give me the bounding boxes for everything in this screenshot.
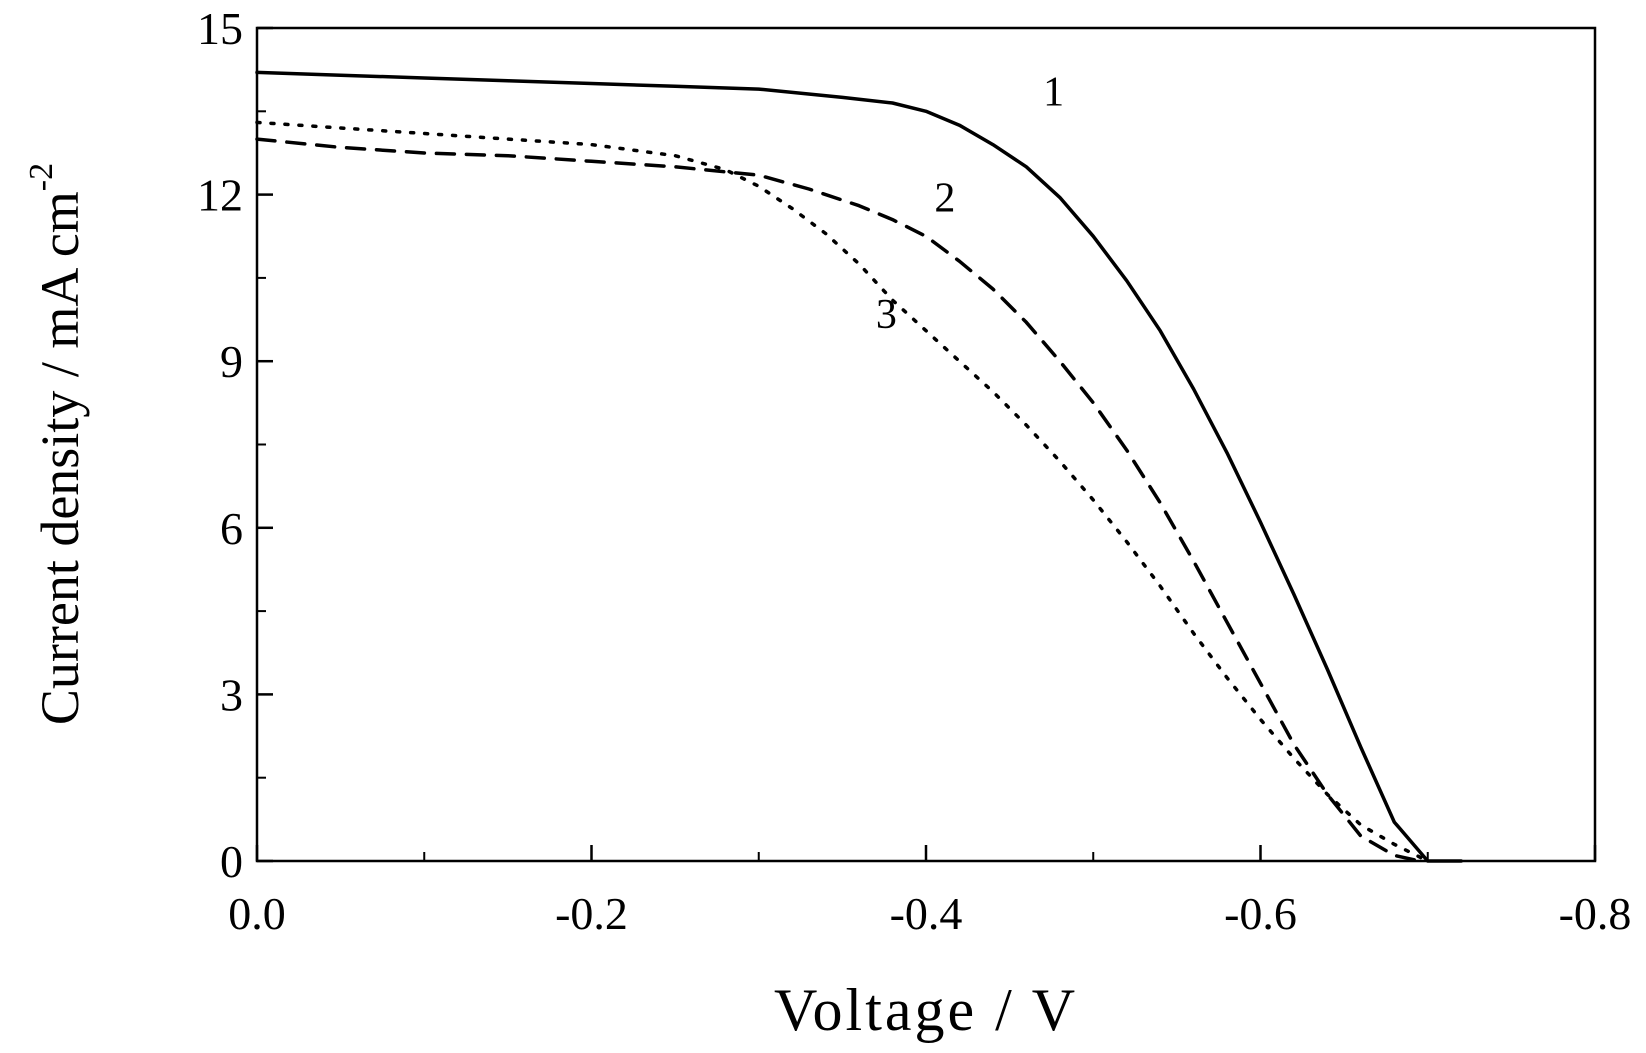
series-2-label: 2 [934, 175, 955, 221]
y-axis-label-main: Current density / mA cm [30, 191, 90, 725]
y-tick-label: 9 [220, 336, 243, 387]
x-tick-label: 0.0 [228, 888, 286, 939]
curve-labels: 1 2 3 [876, 70, 1064, 338]
x-tick-label: -0.8 [1559, 888, 1632, 939]
series-2-line [257, 139, 1419, 861]
x-tick-label: -0.6 [1224, 888, 1297, 939]
y-axis-label: Current density / mA cm-2 [23, 163, 90, 725]
y-axis-label-superscript: -2 [23, 163, 60, 191]
axes: 0.0-0.2-0.4-0.6-0.803691215 [197, 3, 1631, 939]
plot-frame [257, 28, 1595, 861]
x-axis-label: Voltage / V [774, 977, 1078, 1043]
y-tick-label: 3 [220, 669, 243, 720]
series-1-label: 1 [1043, 70, 1064, 116]
series-3-line [257, 122, 1428, 861]
plot-area [257, 28, 1595, 861]
y-tick-label: 15 [197, 3, 243, 54]
y-tick-label: 6 [220, 503, 243, 554]
x-tick-label: -0.4 [890, 888, 963, 939]
curves [257, 72, 1461, 861]
y-tick-label: 12 [197, 170, 243, 221]
series-3-label: 3 [876, 292, 897, 338]
svg-text:Current density / mA cm-2: Current density / mA cm-2 [23, 163, 90, 725]
y-tick-label: 0 [220, 836, 243, 887]
x-tick-label: -0.2 [555, 888, 628, 939]
